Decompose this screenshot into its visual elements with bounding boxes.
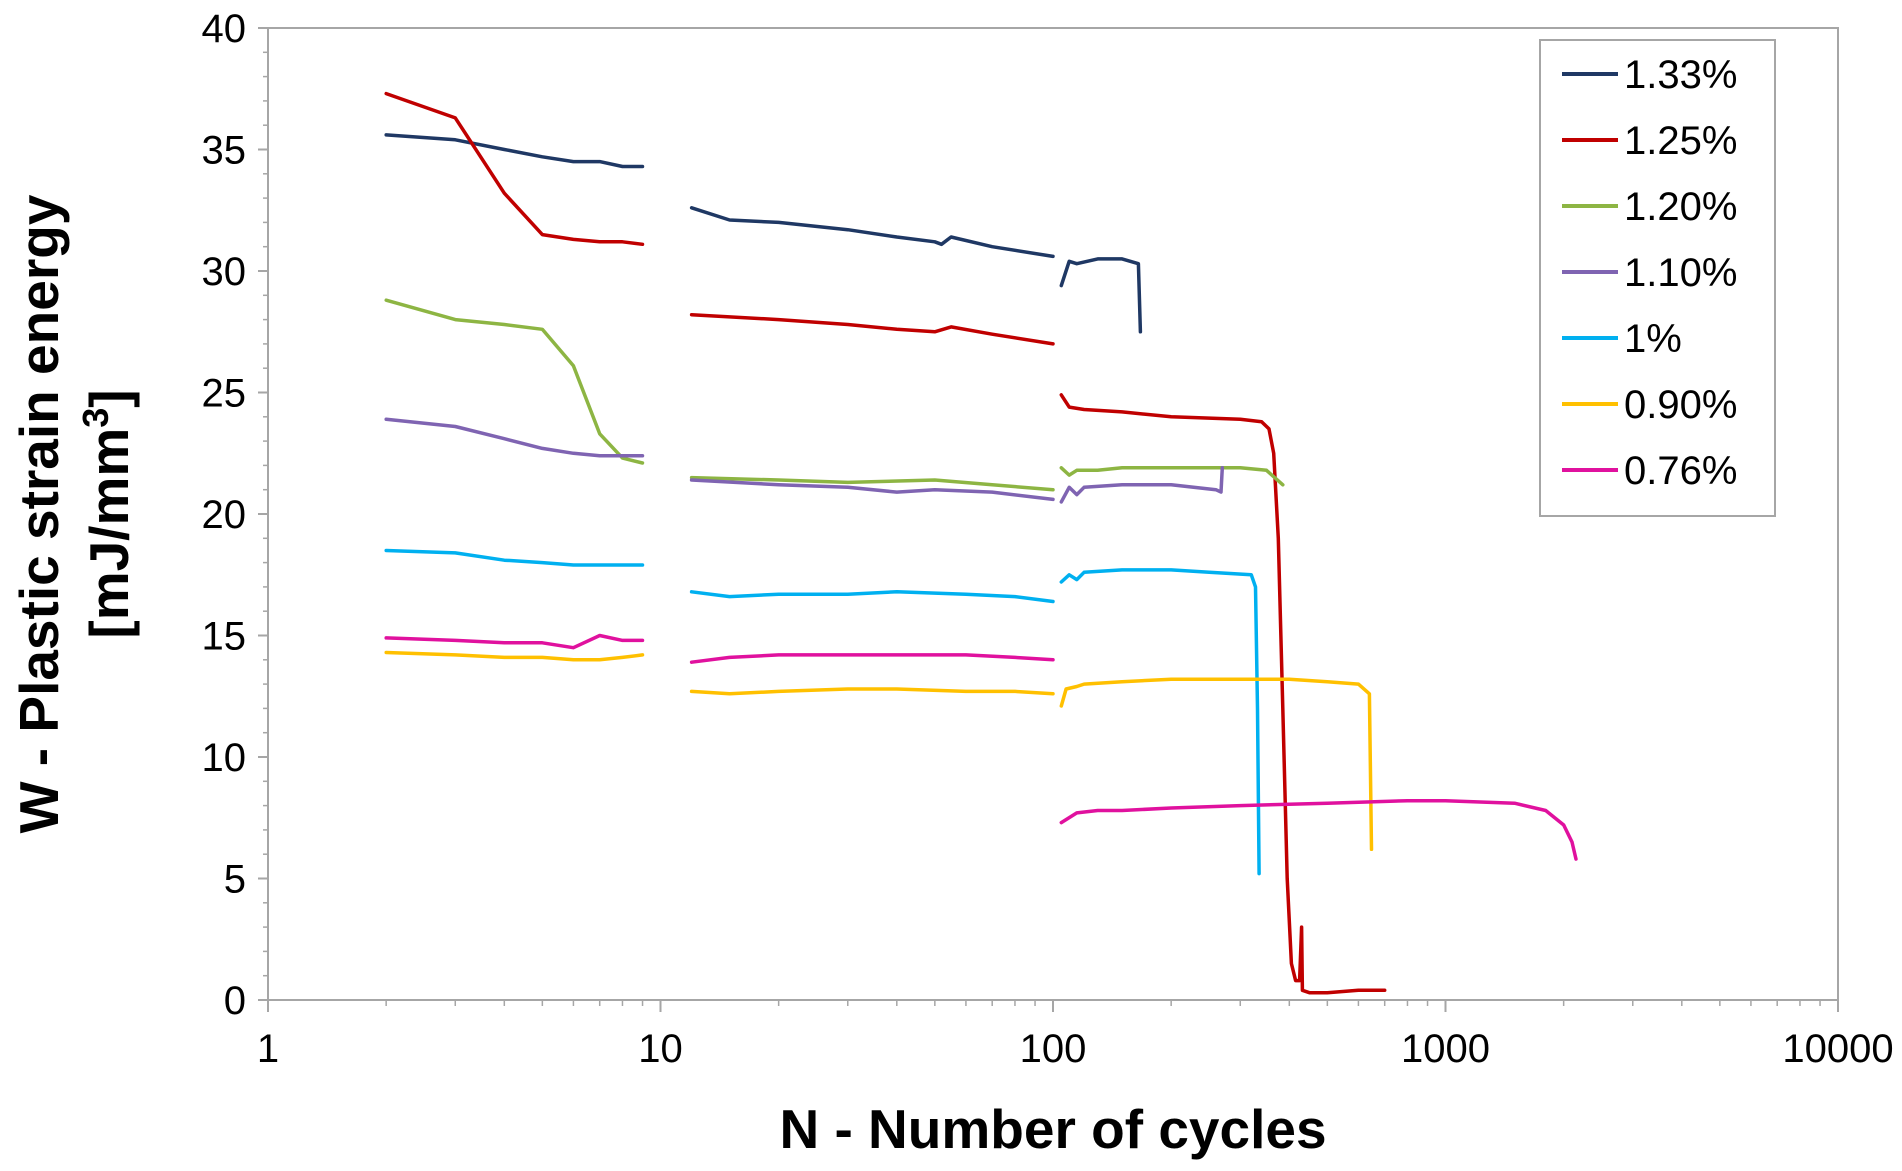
series-1.33% [384, 133, 1143, 334]
x-tick-label: 10 [638, 1027, 683, 1071]
legend: 1.33% 1.25% 1.20% 1.10% 1% 0.90% 0.76% [1539, 39, 1776, 517]
x-axis: 1 10 100 1000 10000 [257, 1000, 1894, 1071]
y-axis-title-unit-superscript: 3 [75, 408, 116, 428]
y-tick-label: 35 [202, 129, 247, 173]
y-tick-label: 5 [224, 858, 246, 902]
series-line [384, 298, 645, 465]
series-line [689, 475, 1055, 492]
y-axis-title-line1: W - Plastic strain energy [8, 194, 70, 833]
y-tick-label: 0 [224, 979, 246, 1023]
y-axis-title-unit-suffix: ] [78, 389, 140, 407]
series-line [384, 91, 645, 247]
y-tick-label: 25 [202, 372, 247, 416]
x-tick-label: 1000 [1401, 1027, 1490, 1071]
series-line [1059, 568, 1261, 876]
series-line [1059, 393, 1387, 995]
series-line [689, 687, 1055, 696]
series-line [1059, 677, 1374, 852]
legend-box [1539, 39, 1776, 517]
x-axis-title: N - Number of cycles [779, 1098, 1326, 1160]
x-tick-label: 10000 [1782, 1027, 1893, 1071]
y-axis: 0 5 10 15 20 25 30 35 40 [202, 7, 268, 1023]
series-1.10% [384, 417, 1225, 504]
y-tick-label: 30 [202, 250, 247, 294]
series-line [384, 633, 645, 650]
series-layer [384, 91, 1578, 995]
y-axis-title-line2: [mJ/mm3] [75, 389, 141, 638]
series-line [1059, 257, 1143, 334]
series-line [1059, 466, 1285, 487]
legend-label: 1.20% [1624, 185, 1737, 229]
legend-label: 1.25% [1624, 119, 1737, 163]
series-1% [384, 548, 1261, 876]
series-line [1059, 466, 1225, 504]
series-line [384, 417, 645, 458]
x-tick-label: 1 [257, 1027, 279, 1071]
series-line [689, 312, 1055, 346]
legend-label: 0.76% [1624, 449, 1737, 493]
y-tick-label: 10 [202, 736, 247, 780]
series-1.20% [384, 298, 1285, 492]
series-0.90% [384, 650, 1374, 852]
series-line [689, 653, 1055, 664]
series-line [384, 650, 645, 662]
series-line [689, 206, 1055, 259]
legend-label: 1.33% [1624, 53, 1737, 97]
series-line [384, 133, 645, 169]
y-axis-title-unit-prefix: [mJ/mm [78, 428, 140, 639]
x-tick-label: 100 [1020, 1027, 1087, 1071]
series-line [689, 478, 1055, 502]
series-line [1059, 798, 1578, 861]
legend-label: 0.90% [1624, 383, 1737, 427]
y-tick-label: 20 [202, 493, 247, 537]
series-line [689, 590, 1055, 604]
series-0.76% [384, 633, 1578, 861]
legend-label: 1% [1624, 317, 1682, 361]
y-tick-label: 15 [202, 615, 247, 659]
legend-label: 1.10% [1624, 251, 1737, 295]
series-line [384, 548, 645, 567]
series-1.25% [384, 91, 1387, 995]
y-tick-label: 40 [202, 7, 247, 51]
